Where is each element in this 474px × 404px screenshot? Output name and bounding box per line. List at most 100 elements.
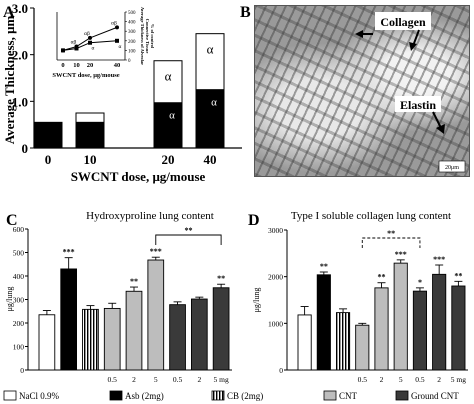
panel-c-y-tick-label: 100 bbox=[13, 343, 25, 352]
inset-series-line bbox=[62, 40, 118, 51]
panel-d-significance: ** bbox=[320, 262, 328, 271]
panel-c-significance: *** bbox=[63, 248, 75, 257]
panel-c-bar bbox=[82, 308, 99, 371]
legend-swatch bbox=[3, 390, 17, 401]
elastin-label: Elastin bbox=[400, 98, 436, 112]
inset-point bbox=[88, 35, 92, 40]
panel-a-x-tick-label: 0 bbox=[45, 152, 52, 167]
panel-c-x-tick-label: 5 mg bbox=[214, 375, 229, 384]
panel-a-bar-upper bbox=[75, 112, 105, 123]
panel-c-y-label: μg/lung bbox=[5, 287, 14, 312]
panel-c-x-tick-label: 2 bbox=[197, 375, 201, 384]
inset-point-label: αβ bbox=[84, 31, 90, 37]
panel-d-y-tick-label: 1000 bbox=[268, 319, 283, 328]
panel-b-letter: B bbox=[240, 4, 251, 21]
panel-d-bar bbox=[297, 314, 312, 371]
panel-c-title: Hydroxyproline lung content bbox=[86, 210, 214, 222]
inset-point-label: α bbox=[92, 46, 95, 52]
panel-c-letter: C bbox=[6, 212, 18, 229]
panel-d-bar bbox=[432, 273, 447, 371]
collagen-arrow-down-head bbox=[409, 42, 417, 51]
inset-y-label: Average Thickness of Alveolar Connective … bbox=[140, 7, 155, 65]
inset-x-tick-label: 40 bbox=[114, 62, 121, 69]
inset-y-label-line: Connective Tissue bbox=[145, 19, 150, 54]
inset-x-tick-label: 20 bbox=[87, 62, 94, 69]
inset-x-label: SWCNT dose, μg/mouse bbox=[52, 72, 119, 79]
inset-y-label-line: Average Thickness of Alveolar bbox=[140, 7, 145, 65]
inset-point bbox=[74, 46, 79, 51]
panel-a-bar-lower bbox=[195, 89, 225, 149]
panel-d-chart: 0 1000 2000 3000 ** 0.5 ** 2 *** 5 * 0.5 *** 2 ** 5 mg *… bbox=[268, 226, 468, 384]
panel-c-y-tick-label: 600 bbox=[13, 225, 25, 234]
inset-y-tick-label: 0 bbox=[128, 59, 131, 64]
panel-c-y-tick-label: 400 bbox=[13, 272, 25, 281]
panel-a-lower-label: α bbox=[169, 110, 175, 122]
inset-point-label: α bbox=[119, 44, 122, 50]
panel-d-y-label: μg/lung bbox=[252, 288, 261, 313]
panel-a-lower-label: α bbox=[211, 97, 217, 109]
panel-c-y-tick-label: 0 bbox=[20, 366, 24, 375]
inset-x-label-text: SWCNT dose, μg/mouse bbox=[52, 72, 119, 79]
panel-c-x-tick-label: 0.5 bbox=[108, 375, 118, 384]
panel-a-bar-upper bbox=[195, 33, 225, 91]
inset-point bbox=[61, 48, 65, 53]
panel-a-bars: α α α α bbox=[33, 33, 225, 149]
panel-a-y-tick-label: 0 bbox=[22, 141, 29, 156]
inset-point bbox=[88, 40, 92, 45]
panel-d-bar bbox=[335, 312, 351, 371]
panel-d-bar bbox=[393, 262, 408, 371]
inset-point bbox=[115, 25, 119, 30]
inset-x-tick-label: 10 bbox=[73, 62, 80, 69]
panel-a-x-tick-label: 40 bbox=[204, 152, 217, 167]
panel-d-x-tick-label: 0.5 bbox=[415, 375, 425, 384]
inset-y-label-line: % of control bbox=[150, 24, 155, 49]
panel-d-significance: * bbox=[418, 278, 422, 287]
inset-y-tick-label: 300 bbox=[128, 30, 136, 35]
panel-a-bar-label: α bbox=[207, 42, 214, 57]
panel-d-bar bbox=[374, 287, 389, 371]
panel-a-bar-lower bbox=[153, 102, 183, 149]
panel-a-y-ticks: 0 1.0 2.0 3.0 bbox=[12, 1, 34, 156]
panel-c-y-tick-label: 200 bbox=[13, 319, 25, 328]
panel-a-bar-label: α bbox=[165, 69, 172, 84]
panel-a-y-label: Average Thickness, μm bbox=[2, 16, 17, 145]
panel-c-bar bbox=[147, 259, 165, 371]
panel-b: B bbox=[240, 4, 251, 21]
panel-c-x-tick-label: 0.5 bbox=[173, 375, 183, 384]
panel-d-y-tick-label: 3000 bbox=[268, 226, 283, 235]
legend: NaCl 0.9% Asb (2mg) CB (2mg) CNT Ground CNT bbox=[3, 390, 459, 401]
inset-point-label: αβ bbox=[71, 40, 77, 46]
panel-d-letter: D bbox=[248, 212, 260, 229]
inset-y-ticks: 0 100 200 300 400 500 bbox=[125, 11, 136, 64]
collagen-label-box bbox=[375, 12, 431, 30]
panel-a-letter: A bbox=[3, 4, 15, 21]
panel-c-bracket bbox=[155, 234, 222, 245]
legend-label: CNT bbox=[339, 391, 358, 401]
inset-point bbox=[115, 38, 119, 43]
panel-a-bar-lower bbox=[33, 121, 63, 149]
inset-x-tick-label: 0 bbox=[61, 62, 64, 69]
inset-y-tick-label: 400 bbox=[128, 21, 136, 26]
panel-a: A 0 1.0 2.0 3.0 Average Thickness, μm α α αα … bbox=[2, 1, 242, 184]
panel-c-bar bbox=[125, 290, 143, 371]
panel-d-bar bbox=[355, 324, 370, 371]
legend-label: CB (2mg) bbox=[227, 391, 263, 401]
panel-c-bar bbox=[212, 287, 230, 371]
panel-c-significance: ** bbox=[217, 274, 225, 283]
panel-d-significance: *** bbox=[395, 250, 407, 259]
panel-d-y-tick-label: 0 bbox=[279, 366, 283, 375]
electron-micrograph: Collagen Elastin 20μm bbox=[254, 5, 470, 177]
legend-swatch bbox=[211, 390, 225, 401]
panel-d-bar bbox=[316, 274, 331, 371]
panel-d-x-tick-label: 5 bbox=[399, 375, 403, 384]
panel-d-y-tick-label: 2000 bbox=[268, 273, 283, 282]
inset-x-ticks: 0 10 20 40 bbox=[61, 62, 120, 69]
panel-d-bracket-label: ** bbox=[387, 229, 395, 238]
panel-d-bracket bbox=[361, 237, 421, 248]
elastin-arrow-head bbox=[436, 124, 445, 134]
panel-d-title: Type I soluble collagen lung content bbox=[291, 210, 451, 222]
inset-y-tick-label: 100 bbox=[128, 49, 136, 54]
panel-c-y-tick-label: 500 bbox=[13, 249, 25, 258]
legend-swatch bbox=[323, 390, 337, 401]
